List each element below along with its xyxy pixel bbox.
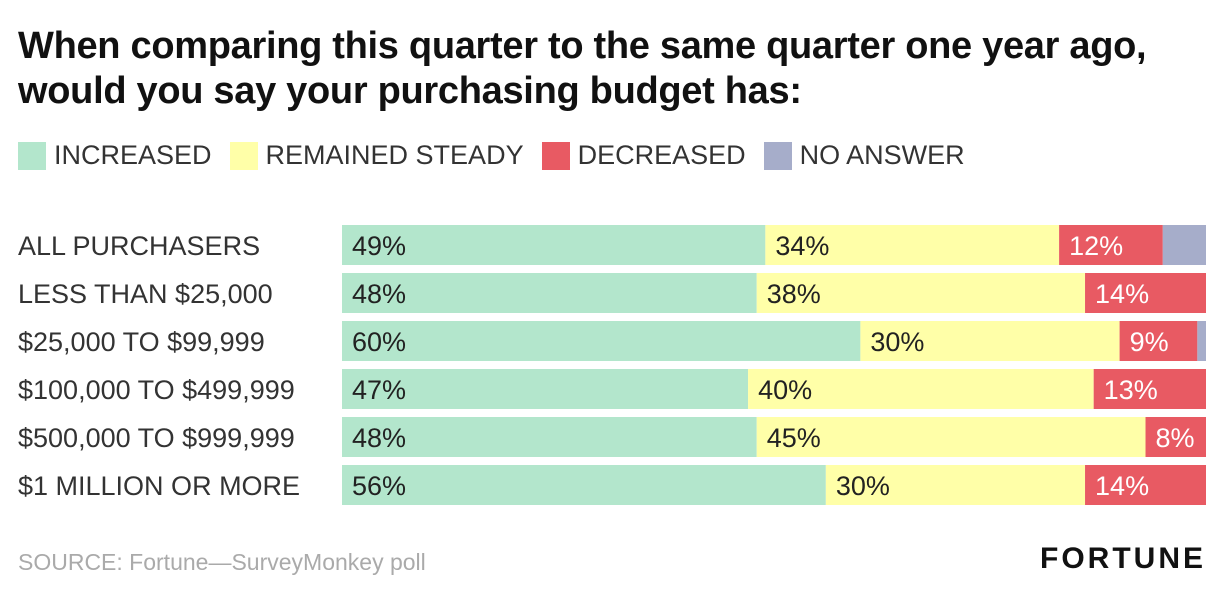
legend-label-remained-steady: REMAINED STEADY xyxy=(265,140,524,170)
data-label-remained-steady-5: 45% xyxy=(767,423,821,453)
legend-item-increased: INCREASED xyxy=(18,140,212,171)
bar-remained-steady-6 xyxy=(825,465,1086,505)
legend-label-decreased: DECREASED xyxy=(577,140,746,170)
bar-increased-4 xyxy=(342,369,749,409)
bar-increased-3 xyxy=(342,321,861,361)
legend-label-increased: INCREASED xyxy=(54,140,212,170)
source-note: SOURCE: Fortune—SurveyMonkey poll xyxy=(18,549,426,575)
bar-no-answer-3 xyxy=(1197,321,1206,361)
bar-increased-1 xyxy=(342,225,766,265)
data-label-decreased-5: 8% xyxy=(1156,423,1195,453)
bar-decreased-4 xyxy=(1093,369,1206,409)
bar-remained-steady-4 xyxy=(748,369,1094,409)
fortune-logo: FORTUNE xyxy=(1040,542,1206,575)
data-label-decreased-2: 14% xyxy=(1095,279,1149,309)
category-label-2: LESS THAN $25,000 xyxy=(18,279,273,309)
category-label-1: ALL PURCHASERS xyxy=(18,231,260,261)
legend-item-decreased: DECREASED xyxy=(541,140,746,171)
bar-decreased-1 xyxy=(1059,225,1163,265)
legend-label-no-answer: NO ANSWER xyxy=(799,140,965,170)
data-label-remained-steady-3: 30% xyxy=(870,327,924,357)
bar-no-answer-1 xyxy=(1162,225,1206,265)
data-label-increased-1: 49% xyxy=(352,231,406,261)
data-label-increased-6: 56% xyxy=(352,471,406,501)
data-label-increased-3: 60% xyxy=(352,327,406,357)
data-label-decreased-6: 14% xyxy=(1095,471,1149,501)
bar-increased-6 xyxy=(342,465,826,505)
bar-increased-2 xyxy=(342,273,757,313)
category-label-3: $25,000 TO $99,999 xyxy=(18,327,265,357)
bar-remained-steady-3 xyxy=(860,321,1120,361)
chart-title: When comparing this quarter to the same … xyxy=(18,25,1147,112)
bar-decreased-2 xyxy=(1085,273,1206,313)
bar-remained-steady-1 xyxy=(765,225,1060,265)
legend-swatch-decreased xyxy=(541,141,570,170)
category-label-4: $100,000 TO $499,999 xyxy=(18,375,295,405)
bar-decreased-3 xyxy=(1119,321,1198,361)
data-label-increased-5: 48% xyxy=(352,423,406,453)
data-label-remained-steady-4: 40% xyxy=(758,375,812,405)
legend-swatch-no-answer xyxy=(763,141,792,170)
data-label-decreased-4: 13% xyxy=(1104,375,1158,405)
bar-increased-5 xyxy=(342,417,757,457)
legend-swatch-remained-steady xyxy=(229,141,258,170)
legend: INCREASED REMAINED STEADY DECREASED NO A… xyxy=(18,140,983,171)
category-label-5: $500,000 TO $999,999 xyxy=(18,423,295,453)
data-label-increased-2: 48% xyxy=(352,279,406,309)
data-label-increased-4: 47% xyxy=(352,375,406,405)
legend-item-remained-steady: REMAINED STEADY xyxy=(229,140,524,171)
data-label-decreased-3: 9% xyxy=(1130,327,1169,357)
data-label-remained-steady-2: 38% xyxy=(767,279,821,309)
bar-remained-steady-5 xyxy=(756,417,1146,457)
legend-swatch-increased xyxy=(18,141,46,170)
data-label-remained-steady-1: 34% xyxy=(775,231,829,261)
data-label-remained-steady-6: 30% xyxy=(836,471,890,501)
data-label-decreased-1: 12% xyxy=(1069,231,1123,261)
category-label-6: $1 MILLION OR MORE xyxy=(18,471,300,501)
bar-decreased-6 xyxy=(1085,465,1206,505)
bar-decreased-5 xyxy=(1145,417,1206,457)
bar-remained-steady-2 xyxy=(756,273,1086,313)
legend-item-no-answer: NO ANSWER xyxy=(763,140,965,171)
